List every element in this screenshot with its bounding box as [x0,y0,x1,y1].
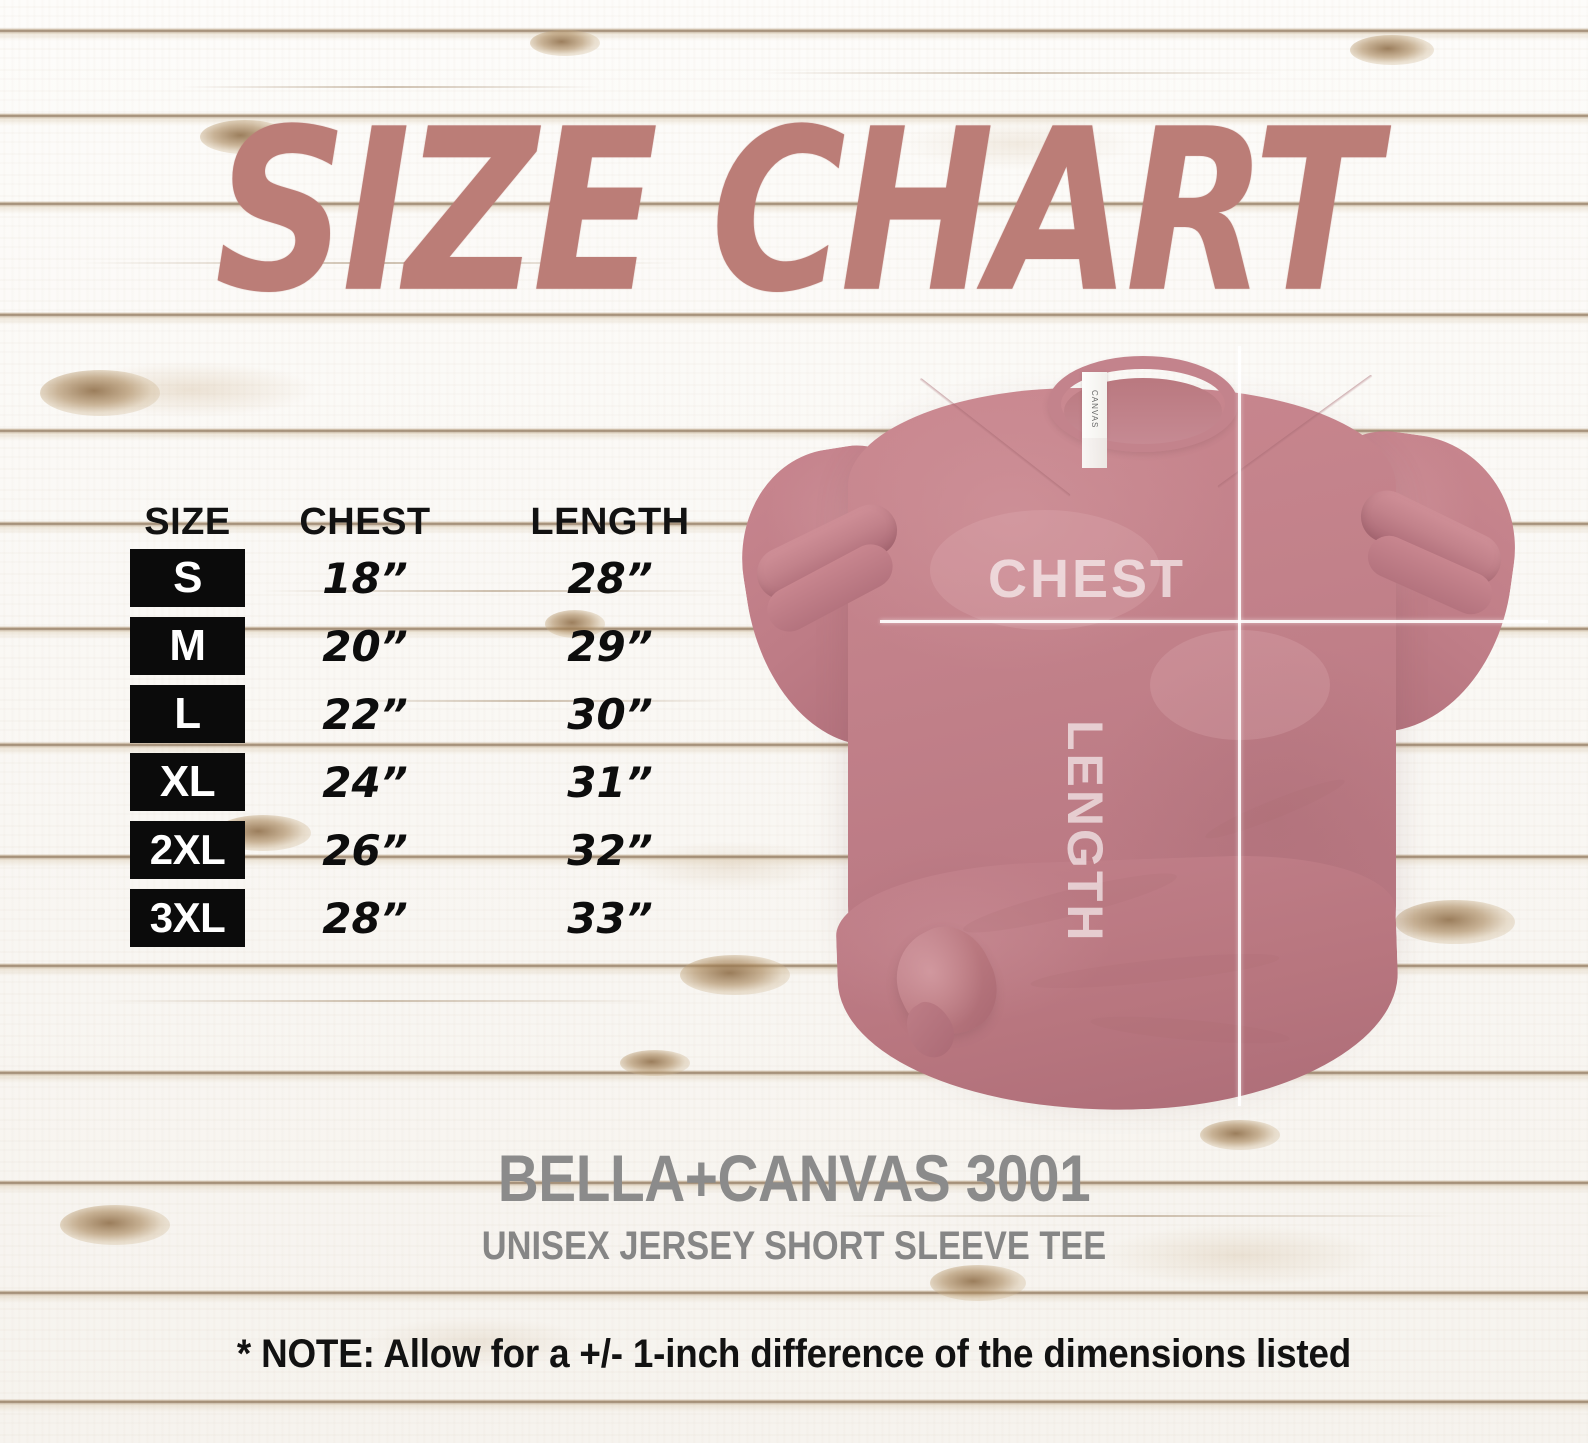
chest-value: 28” [322,893,408,943]
wood-knot [1350,35,1434,65]
size-badge: S [130,549,245,607]
canvas-size-label [1082,438,1107,468]
canvas-label-text: CANVAS [1090,390,1099,429]
length-measure-label: LENGTH [1057,720,1113,944]
chest-measure-line [880,620,1548,623]
wood-split [100,1000,660,1002]
column-header-length: LENGTH [530,501,690,543]
column-header-size: SIZE [144,501,231,543]
fabric-highlight [930,510,1160,630]
product-subtitle: UNISEX JERSEY SHORT SLEEVE TEE [481,1224,1107,1268]
page-title: SIZE CHART [214,81,1379,342]
chest-value: 20” [322,621,408,671]
table-row: M 20” 29” [130,612,770,680]
length-value: 30” [567,689,653,739]
length-value: 31” [567,757,653,807]
table-row: 2XL 26” 32” [130,816,770,884]
size-badge: L [130,685,245,743]
chest-value: 24” [322,757,408,807]
table-row: S 18” 28” [130,544,770,612]
length-value: 28” [567,553,653,603]
table-row: XL 24” 31” [130,748,770,816]
length-value: 29” [567,621,653,671]
chest-value: 22” [322,689,408,739]
wood-split [760,72,1280,74]
brand-name: BELLA+CANVAS 3001 [497,1141,1091,1215]
wood-knot [40,370,160,416]
wood-knot [930,1265,1026,1301]
table-row: L 22” 30” [130,680,770,748]
disclaimer-note: * NOTE: Allow for a +/- 1-inch differenc… [236,1332,1352,1376]
column-header-chest: CHEST [299,501,431,543]
size-badge: M [130,617,245,675]
length-value: 32” [567,825,653,875]
length-value: 33” [567,893,653,943]
size-table: SIZE CHEST LENGTH S 18” 28” M 20” 29” L … [130,498,770,952]
canvas-brand-label: CANVAS [1082,372,1107,438]
plank-seam [0,28,1588,41]
size-badge: 2XL [130,821,245,879]
size-badge: 3XL [130,889,245,947]
plank-seam [0,1399,1588,1412]
chest-value: 26” [322,825,408,875]
length-measure-line [1238,346,1241,1106]
wood-knot [620,1050,690,1076]
wood-knot [530,30,600,56]
tshirt-mockup: CANVAS CHEST LENGTH [725,330,1550,1120]
table-row: 3XL 28” 33” [130,884,770,952]
chest-value: 18” [322,553,408,603]
table-header-row: SIZE CHEST LENGTH [130,498,770,544]
plank-seam [0,1290,1588,1303]
chest-measure-label: CHEST [988,549,1187,609]
size-badge: XL [130,753,245,811]
